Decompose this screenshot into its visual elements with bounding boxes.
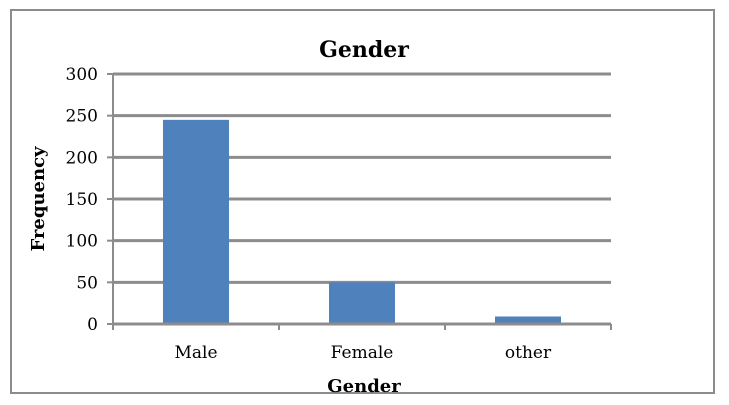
x-category-label: Female (331, 343, 394, 363)
y-tick-label: 300 (66, 65, 98, 85)
y-tick-label: 150 (66, 190, 98, 210)
bars (163, 119, 561, 324)
bar-other (495, 316, 561, 324)
x-category-label: other (505, 343, 552, 363)
y-axis-title: Frequency (28, 146, 49, 252)
x-axis-title: Gender (327, 376, 401, 397)
bar-male (163, 119, 229, 324)
y-tick-labels: 0 50 100 150 200 250 300 (66, 65, 98, 335)
y-tick-label: 250 (66, 107, 98, 127)
y-tick-label: 200 (66, 148, 98, 168)
y-tick-label: 0 (87, 315, 98, 335)
x-category-label: Male (174, 343, 217, 363)
x-category-labels: Male Female other (174, 343, 551, 363)
y-tick-label: 100 (66, 232, 98, 252)
y-tick-label: 50 (76, 273, 98, 293)
bar-female (329, 282, 395, 324)
chart-title: Gender (319, 37, 409, 63)
axes (107, 73, 612, 330)
